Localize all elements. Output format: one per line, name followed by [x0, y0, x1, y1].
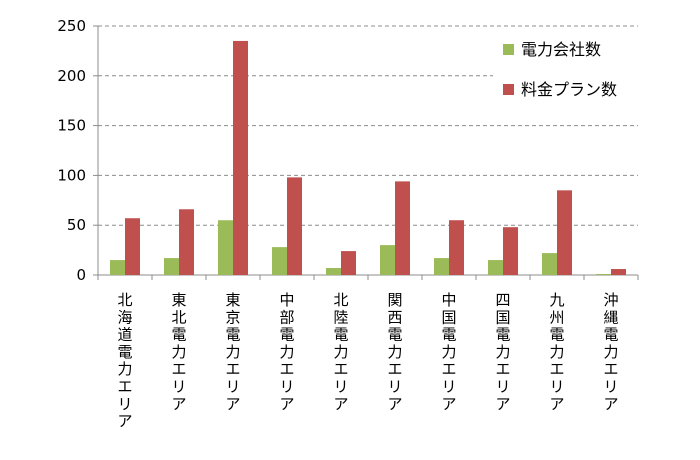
- x-category-label: 東北電力エリア: [171, 291, 186, 413]
- y-tick-label: 50: [67, 216, 86, 234]
- legend-box: [493, 33, 641, 111]
- bar-series-1: [542, 253, 557, 275]
- x-category-label: 関西電力エリア: [387, 291, 402, 413]
- bar-series-2: [395, 181, 410, 275]
- legend: 電力会社数 料金プラン数: [493, 33, 641, 111]
- bar-series-1: [110, 260, 125, 275]
- bar-series-1: [272, 247, 287, 275]
- x-category-label: 沖縄電力エリア: [603, 291, 618, 413]
- bar-series-2: [287, 177, 302, 275]
- bar-series-1: [380, 245, 395, 275]
- legend-label-series-1: 電力会社数: [521, 40, 601, 59]
- x-category-label: 北海道電力エリア: [117, 291, 132, 430]
- bar-series-1: [596, 274, 611, 275]
- x-category-label: 九州電力エリア: [549, 291, 564, 413]
- category-labels: 北海道電力エリア 東北電力エリア 東京電力エリア 中部電力エリア 北陸電力エリア 関西電力…: [117, 291, 618, 430]
- legend-swatch-series-2: [503, 84, 514, 95]
- y-tick-label: 250: [57, 17, 86, 35]
- legend-label-series-2: 料金プラン数: [521, 80, 617, 99]
- x-category-label: 北陸電力エリア: [333, 291, 348, 413]
- bar-series-2: [125, 218, 140, 275]
- bar-series-2: [449, 220, 464, 275]
- y-tick-label: 100: [57, 166, 86, 184]
- bars: [110, 40, 626, 275]
- bar-series-2: [179, 209, 194, 275]
- y-tick-label: 0: [76, 266, 86, 284]
- bar-series-2: [611, 269, 626, 275]
- y-tick-label: 150: [57, 117, 86, 135]
- legend-swatch-series-1: [503, 44, 514, 55]
- bar-series-2: [557, 190, 572, 275]
- x-category-label: 四国電力エリア: [495, 291, 510, 413]
- bar-series-1: [218, 220, 233, 275]
- bar-series-1: [326, 268, 341, 275]
- y-axis-ticks: 0 50 100 150 200 250: [57, 17, 98, 284]
- x-category-label: 中部電力エリア: [279, 291, 294, 413]
- y-tick-label: 200: [57, 67, 86, 85]
- bar-series-2: [341, 251, 356, 275]
- bar-series-1: [434, 258, 449, 275]
- bar-series-1: [488, 260, 503, 275]
- bar-series-2: [503, 227, 518, 275]
- x-category-label: 中国電力エリア: [441, 291, 456, 413]
- bar-series-1: [164, 258, 179, 275]
- bar-series-2: [233, 40, 248, 275]
- x-category-label: 東京電力エリア: [225, 291, 240, 413]
